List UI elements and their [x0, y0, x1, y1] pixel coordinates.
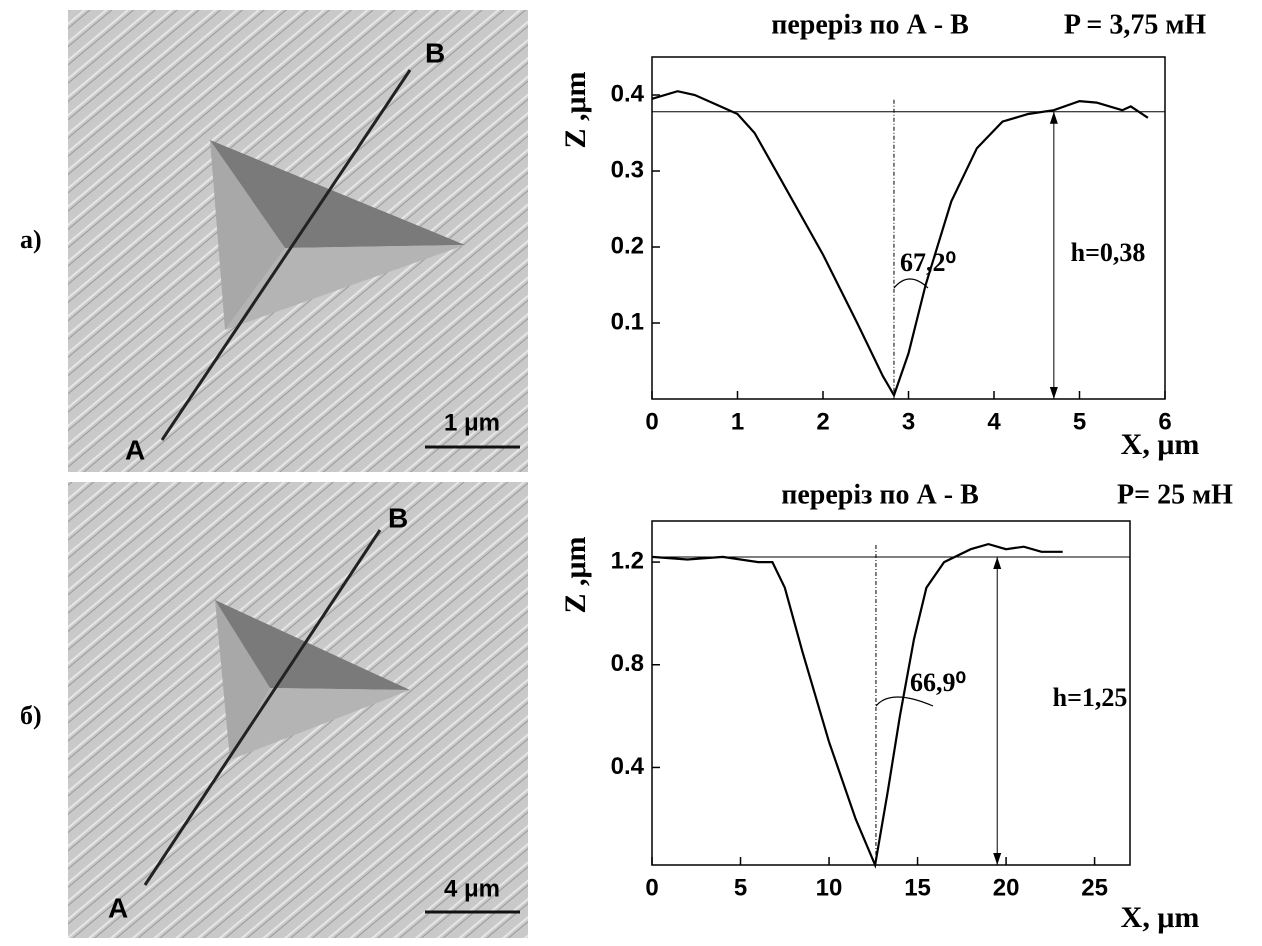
afm-image [68, 10, 528, 472]
afm-image [68, 482, 528, 938]
arrow-head [993, 853, 1002, 865]
depth-label: h=1,25 [1053, 683, 1128, 712]
y-tick-label: 0.4 [611, 753, 645, 780]
x-tick-label: 3 [902, 408, 915, 435]
image-label: A [108, 892, 128, 923]
x-tick-label: 0 [645, 408, 658, 435]
y-tick-label: 1.2 [611, 547, 644, 574]
image-label: B [425, 37, 445, 68]
plot-frame [651, 520, 1131, 866]
y-axis-label: Z ,μm [559, 71, 592, 148]
load-label: P= 25 мН [1117, 479, 1233, 510]
x-tick-label: 10 [816, 874, 843, 901]
chart-title: переріз по А - В [781, 479, 979, 510]
arrow-head [993, 556, 1002, 569]
scale-label: 1 μm [444, 409, 500, 436]
depth-label: h=0,38 [1071, 238, 1146, 267]
angle-label: 67,2⁰ [900, 248, 956, 277]
arrow-head [1049, 111, 1058, 124]
load-label: P = 3,75 мН [1064, 9, 1207, 40]
image-label: A [125, 434, 145, 465]
y-tick-label: 0.2 [611, 232, 644, 259]
arrow-head [1049, 387, 1058, 399]
panel-label: а) [20, 225, 42, 254]
x-tick-label: 5 [1073, 408, 1086, 435]
y-tick-label: 0.3 [611, 156, 644, 183]
image-label: B [388, 502, 408, 533]
y-tick-label: 0.4 [611, 80, 645, 107]
x-tick-label: 15 [904, 874, 931, 901]
x-tick-label: 25 [1081, 874, 1108, 901]
angle-arc [893, 278, 929, 289]
panel-label: б) [20, 701, 42, 730]
angle-arc [875, 696, 934, 707]
x-tick-label: 6 [1158, 408, 1171, 435]
y-axis-label: Z ,μm [559, 536, 592, 613]
profile-line [651, 542, 1063, 869]
scale-label: 4 μm [444, 875, 500, 902]
plot-frame [651, 56, 1166, 400]
x-tick-label: 4 [987, 408, 1001, 435]
x-tick-label: 5 [734, 874, 747, 901]
x-tick-label: 2 [816, 408, 829, 435]
y-tick-label: 0.8 [611, 650, 644, 677]
x-axis-label: X, μm [1121, 901, 1200, 934]
x-tick-label: 0 [645, 874, 658, 901]
profile-line [651, 90, 1149, 398]
y-tick-label: 0.1 [611, 308, 644, 335]
chart-title: переріз по А - В [771, 9, 969, 40]
x-tick-label: 1 [731, 408, 744, 435]
angle-label: 66,9⁰ [910, 668, 966, 697]
x-tick-label: 20 [993, 874, 1020, 901]
x-axis-label: X, μm [1121, 428, 1200, 461]
